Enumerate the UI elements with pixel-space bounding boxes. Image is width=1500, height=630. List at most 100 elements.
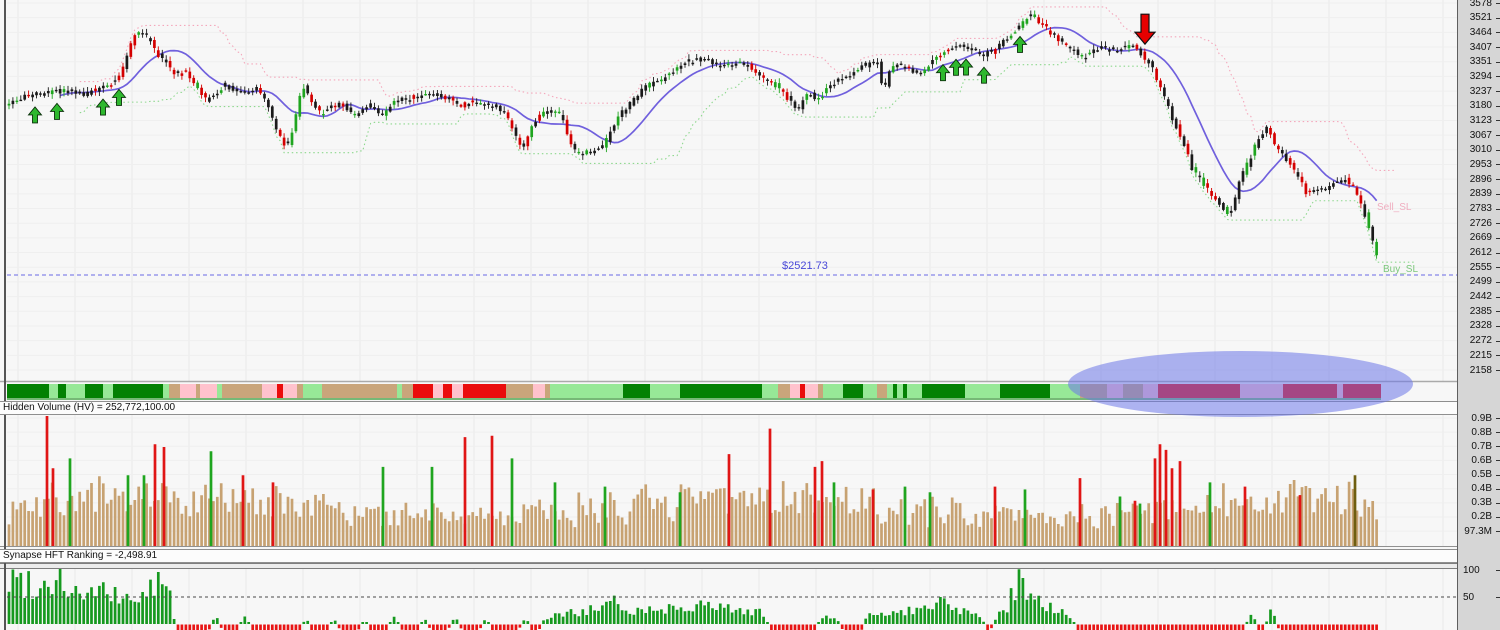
price-chart-canvas[interactable] [0, 0, 1457, 384]
buy-level-price-label[interactable]: $2521.73 [782, 260, 828, 272]
axis-tick-mark [1496, 135, 1500, 137]
strip-segment [452, 384, 463, 398]
strip-segment [113, 384, 163, 398]
hidden-volume-value: Hidden Volume (HV) = 252,772,100.00 [3, 402, 176, 413]
volume-axis-label: 97.3M [1464, 525, 1492, 537]
axis-tick-mark [1496, 516, 1500, 518]
volume-chart-canvas[interactable] [0, 415, 1457, 548]
ranking-positive-bars [7, 569, 1276, 624]
axis-tick-mark [1496, 325, 1500, 327]
strip-segment [163, 384, 169, 398]
strip-segment [805, 384, 818, 398]
strip-segment [103, 384, 113, 398]
buy-signal-arrow[interactable] [958, 58, 974, 76]
strip-segment [818, 384, 823, 398]
strip-segment [887, 384, 893, 398]
hidden-volume-label-bar[interactable]: Hidden Volume (HV) = 252,772,100.00 [0, 401, 1457, 415]
volume-axis-label: 0.5B [1471, 469, 1492, 481]
buy-signal-arrow[interactable] [1012, 35, 1028, 53]
axis-tick-mark [1496, 281, 1500, 283]
strip-segment [843, 384, 863, 398]
strip-segment [907, 384, 922, 398]
panel-separator [0, 563, 1457, 569]
sell-signal-arrow[interactable] [1133, 13, 1157, 46]
price-axis-label: 3010 [1469, 144, 1492, 156]
price-axis-label: 3521 [1469, 12, 1492, 24]
strip-segment [800, 384, 805, 398]
price-axis-label: 3578 [1469, 0, 1492, 9]
strip-segment [1000, 384, 1050, 398]
price-axis-label: 2839 [1469, 188, 1492, 200]
axis-tick-mark [1496, 208, 1500, 210]
price-axis-label: 3067 [1469, 129, 1492, 141]
price-axis-label: 3294 [1469, 70, 1492, 82]
axis-tick-mark [1496, 311, 1500, 313]
buy-signal-arrow[interactable] [95, 98, 111, 116]
buy-signal-arrow[interactable] [27, 106, 43, 124]
price-axis-label: 2783 [1469, 203, 1492, 215]
axis-tick-mark [1496, 3, 1500, 4]
strip-segment [200, 384, 217, 398]
strip-segment [903, 384, 907, 398]
buy-stop-band [79, 56, 1414, 263]
ranking-axis-label: 50 [1463, 591, 1475, 603]
axis-tick-mark [1496, 474, 1500, 476]
buy-signal-arrow[interactable] [49, 102, 65, 120]
strip-segment [650, 384, 680, 398]
axis-tick-mark [1496, 105, 1500, 107]
axis-tick-mark [1496, 61, 1500, 63]
axis-tick-mark [1496, 91, 1500, 93]
price-axis-label: 2896 [1469, 173, 1492, 185]
axis-tick-mark [1496, 432, 1500, 434]
price-axis-label: 2612 [1469, 247, 1492, 259]
axis-tick-mark [1496, 193, 1500, 195]
strip-segment [180, 384, 196, 398]
strip-segment [897, 384, 903, 398]
volume-axis-label: 0.6B [1471, 454, 1492, 466]
ranking-chart-canvas[interactable] [0, 569, 1457, 630]
strip-segment [262, 384, 277, 398]
strip-segment [463, 384, 506, 398]
axis-tick-mark [1496, 76, 1500, 78]
highlight-ellipse-annotation[interactable] [1068, 351, 1413, 417]
price-axis-label: 2328 [1469, 320, 1492, 332]
buy-signal-arrow[interactable] [935, 63, 951, 82]
axis-tick-mark [1496, 570, 1500, 571]
axis-tick-mark [1496, 267, 1500, 269]
strip-segment [680, 384, 762, 398]
strip-segment [397, 384, 402, 398]
volume-axis-label: 0.7B [1471, 440, 1492, 452]
strip-segment [322, 384, 397, 398]
volume-axis-label: 0.4B [1471, 483, 1492, 495]
strip-segment [863, 384, 877, 398]
axis-tick-mark [1496, 355, 1500, 357]
price-axis-label: 2726 [1469, 217, 1492, 229]
strip-segment [402, 384, 413, 398]
strip-segment [196, 384, 200, 398]
strip-segment [965, 384, 1000, 398]
price-axis-label: 2272 [1469, 335, 1492, 347]
axis-tick-mark [1496, 502, 1500, 504]
axis-tick-mark [1496, 531, 1500, 533]
axis-tick-mark [1496, 340, 1500, 342]
hft-ranking-label-bar[interactable]: Synapse HFT Ranking = -2,498.91 [0, 549, 1457, 563]
strip-segment [443, 384, 452, 398]
ranking-axis-label: 100 [1463, 564, 1480, 576]
strip-segment [778, 384, 790, 398]
strip-segment [222, 384, 262, 398]
strip-segment [922, 384, 965, 398]
price-axis[interactable]: 3578 3521 3464 3407 3351 3294 3237 3180 3123 3067… [1457, 0, 1500, 630]
buy-stop-label: Buy_SL [1383, 264, 1419, 275]
strip-segment [58, 384, 66, 398]
buy-signal-arrow[interactable] [976, 66, 992, 84]
strip-segment [49, 384, 58, 398]
volume-axis-label: 0.9B [1471, 412, 1492, 424]
strip-segment [506, 384, 533, 398]
price-axis-label: 2158 [1469, 364, 1492, 376]
strip-segment [85, 384, 103, 398]
strip-segment [66, 384, 85, 398]
buy-signal-arrow[interactable] [111, 88, 127, 106]
strip-segment [433, 384, 443, 398]
strip-segment [790, 384, 800, 398]
